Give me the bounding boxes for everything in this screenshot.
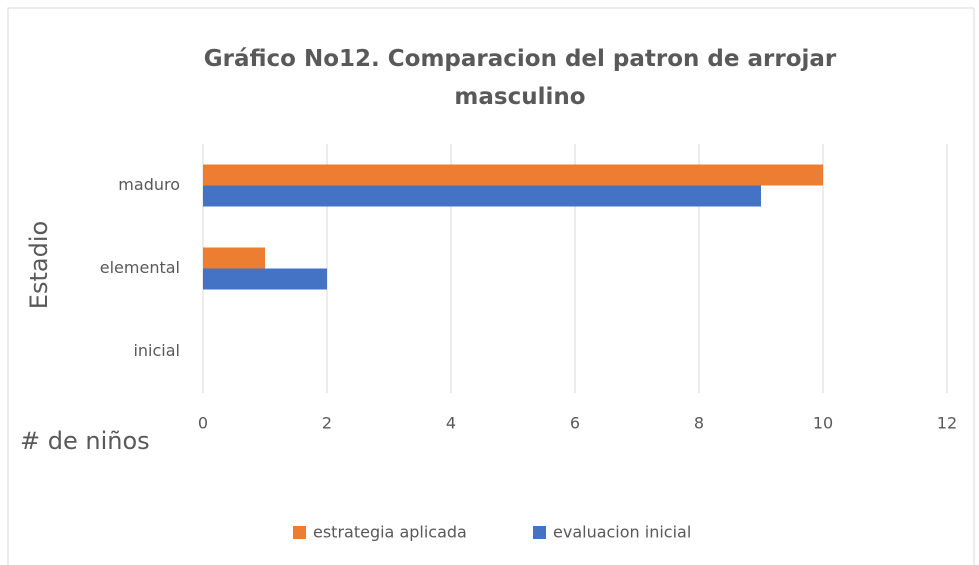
x-tick-label: 4 [446,414,456,433]
y-tick-label: elemental [100,258,180,277]
x-tick-label: 12 [937,414,957,433]
bar [203,247,265,269]
chart-border [7,7,975,565]
chart-title: Gráfico No12. Comparacion del patron de … [203,46,837,110]
bar [203,268,327,290]
y-tick-label: maduro [118,175,180,194]
x-axis-label: # de niños [20,427,150,455]
legend-swatch [533,526,546,539]
x-tick-label: 8 [694,414,704,433]
x-tick-label: 6 [570,414,580,433]
x-tick-label: 2 [322,414,332,433]
y-tick-label: inicial [133,341,180,360]
bar [203,164,823,186]
legend-label: evaluacion inicial [553,523,691,542]
bar [203,185,761,207]
legend-swatch [293,526,306,539]
x-tick-label: 0 [198,414,208,433]
y-axis-label: Estadio [25,221,53,309]
legend-label: estrategia aplicada [313,523,467,542]
x-tick-label: 10 [813,414,833,433]
